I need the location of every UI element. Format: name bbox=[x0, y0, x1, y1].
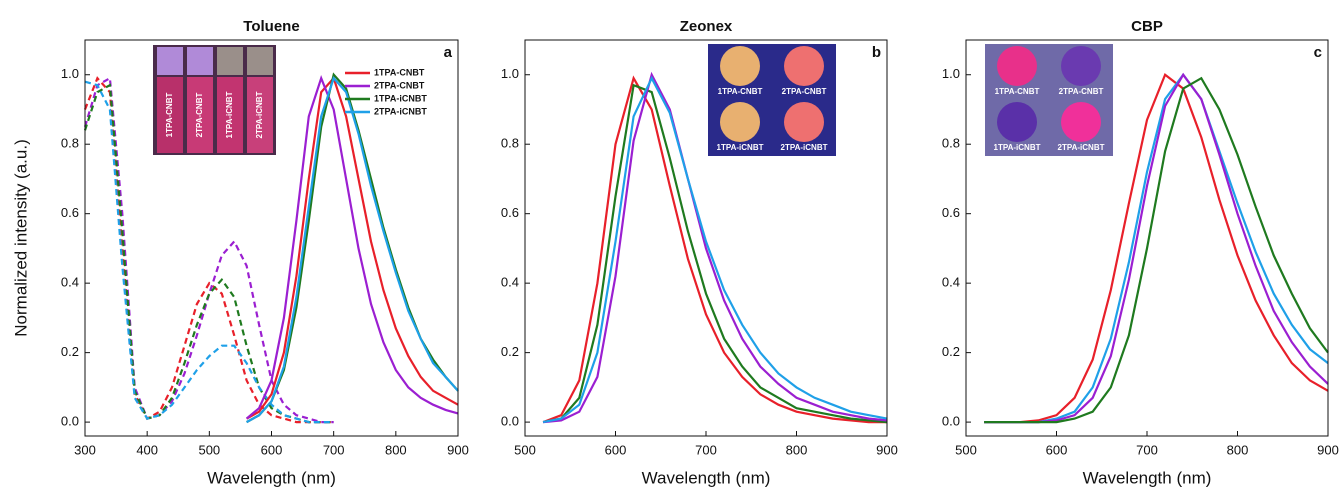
inset-label: 1TPA-iCNBT bbox=[225, 91, 234, 138]
y-tick-label: 0.2 bbox=[501, 344, 519, 359]
plot-frame bbox=[84, 39, 459, 437]
inset-label: 1TPA-CNBT bbox=[165, 93, 174, 138]
x-tick-label: 700 bbox=[323, 442, 345, 457]
y-tick-label: 0.6 bbox=[61, 205, 79, 220]
panel-label: b bbox=[872, 44, 881, 61]
y-tick-label: 0.4 bbox=[942, 275, 960, 290]
emission-line bbox=[246, 76, 459, 420]
x-tick-label: 300 bbox=[74, 442, 96, 457]
y-tick-label: 0.2 bbox=[61, 344, 79, 359]
vial bbox=[217, 77, 243, 153]
inset-photo: 1TPA-CNBT 2TPA-CNBT 1TPA-iCNBT 2TPA-iCNBT bbox=[153, 45, 276, 155]
emission-line bbox=[984, 72, 1329, 424]
inset-label: 1TPA-CNBT bbox=[718, 87, 763, 96]
inset-photo: 1TPA-CNBT 2TPA-CNBT 1TPA-iCNBT 2TPA-iCNBT bbox=[985, 44, 1113, 156]
y-tick-label: 1.0 bbox=[942, 66, 960, 81]
y-tick-label: 0.0 bbox=[942, 414, 960, 429]
sample-spot bbox=[720, 102, 760, 142]
sample-spot bbox=[720, 46, 760, 86]
inset-label: 2TPA-CNBT bbox=[782, 87, 827, 96]
x-tick-label: 500 bbox=[955, 442, 977, 457]
inset-label: 2TPA-iCNBT bbox=[781, 143, 828, 152]
sample-spot bbox=[784, 102, 824, 142]
inset-label: 2TPA-CNBT bbox=[1059, 87, 1104, 96]
x-tick-label: 700 bbox=[695, 442, 717, 457]
sample-spot bbox=[784, 46, 824, 86]
chart-title: Zeonex bbox=[680, 18, 733, 35]
inset-label: 2TPA-CNBT bbox=[195, 93, 204, 138]
y-tick-label: 0.8 bbox=[61, 136, 79, 151]
x-tick-label: 400 bbox=[136, 442, 158, 457]
legend-label: 2TPA-CNBT bbox=[374, 80, 425, 90]
x-tick-label: 900 bbox=[447, 442, 469, 457]
y-tick-label: 0.0 bbox=[61, 414, 79, 429]
emission-line bbox=[542, 83, 888, 424]
emission-line bbox=[542, 75, 887, 424]
x-axis-label: Wavelength (nm) bbox=[642, 468, 771, 487]
x-tick-label: 800 bbox=[385, 442, 407, 457]
plot-frame bbox=[524, 39, 888, 437]
emission-line bbox=[542, 75, 888, 424]
sample-spot bbox=[1061, 102, 1101, 142]
panel-label: a bbox=[444, 44, 453, 61]
x-axis-label: Wavelength (nm) bbox=[1083, 468, 1212, 487]
vial bbox=[187, 77, 213, 153]
y-tick-label: 1.0 bbox=[501, 66, 519, 81]
y-tick-label: 0.6 bbox=[942, 205, 960, 220]
inset-label: 1TPA-iCNBT bbox=[717, 143, 764, 152]
inset-photo: 1TPA-CNBT 2TPA-CNBT 1TPA-iCNBT 2TPA-iCNBT bbox=[708, 44, 836, 156]
legend-label: 1TPA-iCNBT bbox=[374, 93, 427, 103]
emission-line bbox=[245, 74, 459, 420]
inset-label: 2TPA-iCNBT bbox=[1058, 143, 1105, 152]
y-tick-label: 0.8 bbox=[942, 136, 960, 151]
y-tick-label: 0.0 bbox=[501, 414, 519, 429]
x-tick-label: 700 bbox=[1136, 442, 1158, 457]
x-tick-label: 800 bbox=[786, 442, 808, 457]
y-tick-label: 1.0 bbox=[61, 66, 79, 81]
sample-spot bbox=[997, 46, 1037, 86]
inset-label: 1TPA-CNBT bbox=[995, 87, 1040, 96]
x-tick-label: 900 bbox=[1317, 442, 1339, 457]
chart-title: CBP bbox=[1131, 18, 1163, 35]
x-tick-label: 600 bbox=[605, 442, 627, 457]
vial-cap bbox=[217, 47, 243, 75]
x-tick-label: 500 bbox=[514, 442, 536, 457]
y-tick-label: 0.4 bbox=[501, 275, 519, 290]
legend-label: 2TPA-iCNBT bbox=[374, 106, 427, 116]
x-tick-label: 600 bbox=[261, 442, 283, 457]
absorption-line bbox=[83, 83, 334, 424]
emission-line bbox=[984, 76, 1329, 424]
x-tick-label: 600 bbox=[1046, 442, 1068, 457]
y-tick-label: 0.4 bbox=[61, 275, 79, 290]
inset-label: 2TPA-iCNBT bbox=[255, 91, 264, 138]
chart-title: Toluene bbox=[243, 18, 299, 35]
panel-label: c bbox=[1314, 44, 1322, 61]
y-tick-label: 0.2 bbox=[942, 344, 960, 359]
x-tick-label: 900 bbox=[876, 442, 898, 457]
y-tick-label: 0.6 bbox=[501, 205, 519, 220]
x-tick-label: 800 bbox=[1227, 442, 1249, 457]
vial bbox=[247, 77, 273, 153]
sample-spot bbox=[1061, 46, 1101, 86]
absorption-line bbox=[83, 76, 334, 424]
emission-line bbox=[542, 71, 888, 424]
vial-cap bbox=[187, 47, 213, 75]
absorption-line bbox=[84, 80, 334, 424]
vial bbox=[157, 77, 183, 153]
vial-cap bbox=[247, 47, 273, 75]
sample-spot bbox=[997, 102, 1037, 142]
y-tick-label: 0.8 bbox=[501, 136, 519, 151]
vial-cap bbox=[157, 47, 183, 75]
x-axis-label: Wavelength (nm) bbox=[207, 468, 336, 487]
x-tick-label: 500 bbox=[198, 442, 220, 457]
y-axis-label: Normalized intensity (a.u.) bbox=[11, 139, 30, 336]
plot-frame bbox=[965, 39, 1329, 437]
legend-label: 1TPA-CNBT bbox=[374, 67, 425, 77]
inset-label: 1TPA-iCNBT bbox=[994, 143, 1041, 152]
